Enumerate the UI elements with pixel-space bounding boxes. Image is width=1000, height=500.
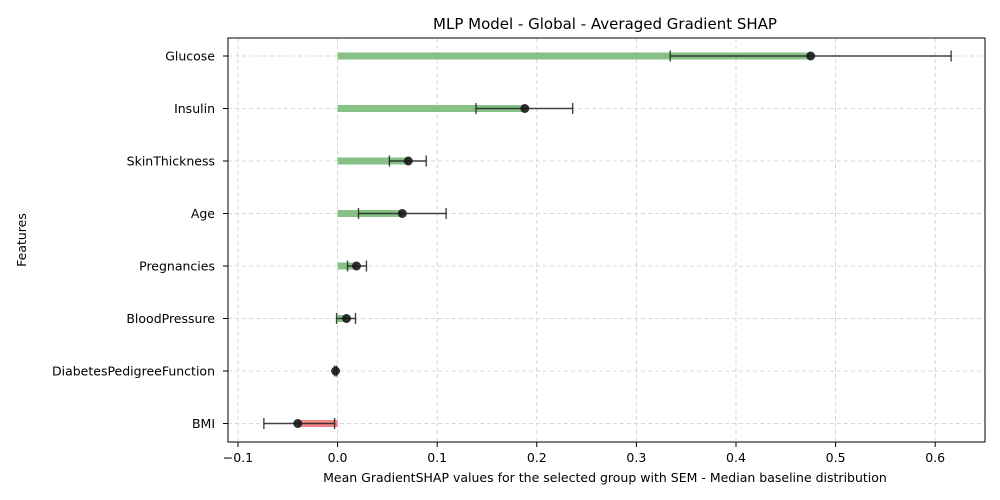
- point-skinthickness: [403, 156, 413, 166]
- x-tick-label: 0.5: [826, 450, 846, 465]
- x-tick-label: 0.4: [726, 450, 746, 465]
- point-diabetespedigreefunction: [331, 366, 341, 376]
- x-tick-label: 0.6: [925, 450, 945, 465]
- x-tick-label: 0.3: [626, 450, 646, 465]
- y-tick-label: Pregnancies: [139, 259, 215, 274]
- point-bloodpressure: [342, 314, 352, 323]
- plot-frame: [227, 37, 986, 443]
- y-tick-label: DiabetesPedigreeFunction: [52, 364, 215, 379]
- x-tick-label: 0.2: [527, 450, 547, 465]
- x-axis-label: Mean GradientSHAP values for the selecte…: [323, 470, 887, 485]
- y-tick-label: BMI: [192, 416, 215, 431]
- grid-layer: [228, 38, 985, 442]
- point-insulin: [520, 104, 530, 113]
- chart-title: MLP Model - Global - Averaged Gradient S…: [433, 15, 777, 33]
- point-bmi: [293, 419, 303, 428]
- y-ticks-layer: Glucose Insulin SkinThickness Age Pregnancie…: [52, 49, 228, 431]
- x-tick-label: −0.1: [223, 450, 253, 465]
- point-pregnancies: [351, 261, 361, 271]
- bar-skinthickness: [337, 157, 409, 165]
- point-glucose: [806, 51, 816, 61]
- y-tick-label: BloodPressure: [126, 311, 215, 326]
- point-age: [397, 209, 407, 218]
- x-tick-label: 0.1: [427, 450, 447, 465]
- bar-glucose: [337, 52, 811, 60]
- y-axis-label: Features: [14, 213, 29, 267]
- points-layer: [293, 51, 816, 428]
- y-tick-label: Glucose: [165, 49, 215, 64]
- bar-insulin: [337, 105, 525, 112]
- y-tick-label: Insulin: [174, 101, 215, 116]
- y-tick-label: Age: [191, 206, 215, 221]
- x-tick-label: 0.0: [328, 450, 348, 465]
- x-ticks-layer: −0.1 0.0 0.1 0.2 0.3 0.4 0.5 0.6: [223, 442, 945, 465]
- y-tick-label: SkinThickness: [127, 154, 215, 169]
